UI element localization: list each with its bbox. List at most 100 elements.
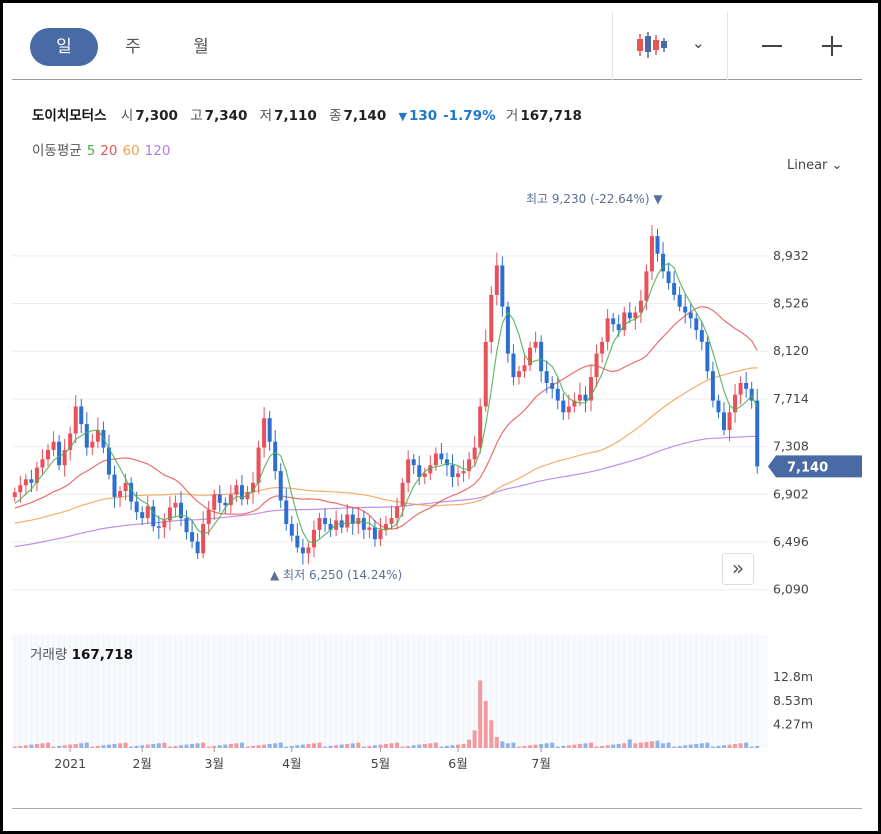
- ma5-path: [14, 262, 758, 544]
- y-tick-label: 6,902: [773, 486, 809, 501]
- candle-body: [395, 506, 400, 519]
- candle-body: [62, 449, 67, 466]
- volume-bar: [356, 742, 361, 748]
- volume-bar: [489, 720, 494, 748]
- volume-bar: [262, 744, 267, 748]
- candle-body: [433, 453, 438, 466]
- candle-body: [295, 535, 300, 548]
- volume-bar: [710, 746, 715, 748]
- volume-bar: [345, 743, 350, 748]
- volume-bar: [29, 744, 34, 748]
- volume-bar: [500, 741, 505, 748]
- high-value: 7,340: [204, 108, 248, 124]
- candle-body: [156, 526, 161, 528]
- candle-body: [118, 491, 123, 497]
- volume-bar: [428, 743, 433, 748]
- volume-bar: [62, 745, 67, 748]
- volume-bar: [134, 745, 139, 748]
- candle-body: [90, 441, 95, 448]
- candle-body: [212, 494, 217, 510]
- candle-body: [46, 449, 51, 460]
- candle-body: [500, 265, 505, 307]
- volume-bar: [350, 743, 355, 748]
- candle-body: [400, 482, 405, 507]
- x-tick-label: 4월: [282, 756, 301, 771]
- moving-average-legend[interactable]: 이동평균 5 20 60 120: [32, 139, 175, 159]
- volume-bar: [184, 744, 189, 748]
- volume-bar: [34, 743, 39, 748]
- candle-body: [467, 459, 472, 472]
- bottom-divider: [12, 808, 862, 809]
- volume-bars: [12, 635, 768, 748]
- ma-120: 120: [144, 143, 171, 159]
- volume-bar: [118, 743, 123, 748]
- volume-bar: [483, 700, 488, 748]
- volume-bar: [40, 743, 45, 748]
- volume-bar: [555, 746, 560, 748]
- volume-bar: [106, 744, 111, 748]
- candle-body: [384, 523, 388, 530]
- candle-body: [539, 341, 544, 372]
- candle-body: [583, 394, 588, 401]
- volume-title-value: 167,718: [71, 647, 134, 663]
- volume-bar: [444, 745, 449, 748]
- candle-body: [190, 532, 195, 542]
- candle-body: [589, 377, 594, 401]
- volume-bar: [727, 744, 732, 748]
- volume-bar: [73, 743, 78, 748]
- minus-icon[interactable]: [762, 45, 782, 47]
- chevron-down-icon[interactable]: ⌄: [692, 34, 705, 52]
- ma-5: 5: [86, 143, 96, 159]
- candlestick-icon[interactable]: [634, 30, 674, 60]
- volume-bar: [190, 743, 195, 748]
- candle-body: [422, 473, 427, 477]
- tab-weekly[interactable]: 주: [125, 37, 141, 57]
- volume-bar: [622, 743, 627, 748]
- tab-daily[interactable]: 일: [30, 28, 98, 66]
- candle-body: [372, 527, 377, 540]
- volume-bar: [112, 743, 117, 748]
- candle-body: [223, 502, 228, 506]
- candle-body: [406, 459, 411, 483]
- double-chevron-right-icon[interactable]: »: [722, 553, 754, 585]
- volume-bar: [550, 742, 555, 748]
- candle-body: [162, 520, 167, 528]
- down-arrow-icon: ▼: [398, 110, 407, 123]
- scale-selector[interactable]: Linear ⌄: [787, 158, 842, 173]
- volume-bar: [201, 742, 206, 748]
- candle-body: [84, 424, 89, 448]
- volume-bar: [95, 745, 100, 748]
- volume-bar: [688, 744, 693, 748]
- volume-tick-label: 8.53m: [773, 693, 813, 708]
- y-tick-label: 7,308: [773, 439, 809, 454]
- candle-body: [234, 485, 239, 495]
- candle-body: [378, 529, 383, 540]
- candle-body: [79, 406, 84, 425]
- candle-body: [300, 547, 305, 554]
- volume-bar: [256, 745, 261, 748]
- volume-bar: [178, 745, 183, 748]
- chevron-down-icon: ⌄: [831, 158, 843, 173]
- candle-body: [367, 527, 372, 530]
- volume-bar: [649, 741, 654, 748]
- volume-bar: [716, 745, 721, 748]
- volume-bar: [395, 742, 400, 748]
- volume-bar: [721, 745, 726, 748]
- volume-bar: [539, 743, 544, 748]
- volume-bar: [156, 743, 161, 748]
- candle-body: [350, 514, 355, 524]
- candle-body: [51, 441, 56, 450]
- volume-bar: [411, 745, 416, 748]
- volume-bar: [516, 746, 521, 748]
- candle-body: [522, 365, 527, 372]
- candle-body: [106, 447, 111, 475]
- volume-bar: [472, 730, 477, 748]
- candle-body: [439, 453, 444, 460]
- tab-monthly[interactable]: 월: [193, 37, 209, 57]
- candle-body: [278, 471, 283, 501]
- low-value: 7,110: [274, 108, 317, 124]
- volume-bar: [162, 742, 167, 748]
- candle-body: [167, 507, 172, 521]
- volume-bar: [173, 745, 178, 748]
